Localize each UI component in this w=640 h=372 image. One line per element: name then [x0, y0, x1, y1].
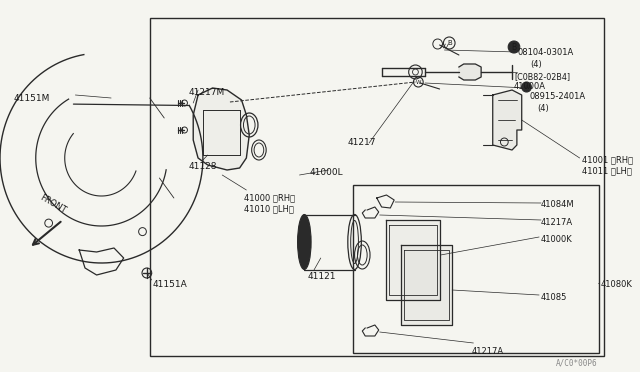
Text: 41000L: 41000L: [309, 168, 343, 177]
Bar: [353, 185, 599, 353]
Text: W: W: [415, 80, 421, 84]
Polygon shape: [493, 90, 522, 150]
Circle shape: [508, 41, 520, 53]
Text: 41151M: 41151M: [13, 94, 50, 103]
Text: 41000K: 41000K: [541, 235, 573, 244]
Bar: [150, 18, 604, 356]
Text: (4): (4): [531, 60, 542, 69]
Text: 41010 〈LH〉: 41010 〈LH〉: [244, 204, 294, 213]
Text: A/C0*00P6: A/C0*00P6: [556, 358, 597, 367]
Text: 41128: 41128: [188, 162, 217, 171]
Text: 41084M: 41084M: [541, 200, 575, 209]
Text: [C0B82-02B4]: [C0B82-02B4]: [514, 72, 570, 81]
Text: 41217M: 41217M: [188, 88, 225, 97]
Text: 41085: 41085: [541, 293, 568, 302]
Text: B: B: [447, 40, 452, 46]
Text: FRONT: FRONT: [38, 193, 68, 215]
Text: 41000 〈RH〉: 41000 〈RH〉: [244, 193, 296, 202]
Text: W: W: [524, 84, 530, 90]
Text: B: B: [511, 42, 516, 51]
Text: 41151A: 41151A: [153, 280, 188, 289]
Text: 08104-0301A: 08104-0301A: [518, 48, 574, 57]
Text: 41217: 41217: [348, 138, 376, 147]
Polygon shape: [387, 220, 440, 300]
Text: 41217A: 41217A: [472, 347, 504, 356]
Text: 41217A: 41217A: [541, 218, 573, 227]
Ellipse shape: [298, 215, 311, 269]
Circle shape: [522, 82, 531, 92]
Text: 41011 〈LH〉: 41011 〈LH〉: [582, 166, 632, 175]
Text: 08915-2401A: 08915-2401A: [529, 92, 586, 101]
Text: 41080K: 41080K: [601, 280, 633, 289]
Polygon shape: [401, 245, 452, 325]
Text: 41000A: 41000A: [514, 82, 546, 91]
Text: (4): (4): [537, 104, 549, 113]
Polygon shape: [459, 64, 481, 80]
Text: 41001 〈RH〉: 41001 〈RH〉: [582, 155, 633, 164]
Text: 41121: 41121: [307, 272, 336, 281]
Polygon shape: [193, 88, 249, 170]
